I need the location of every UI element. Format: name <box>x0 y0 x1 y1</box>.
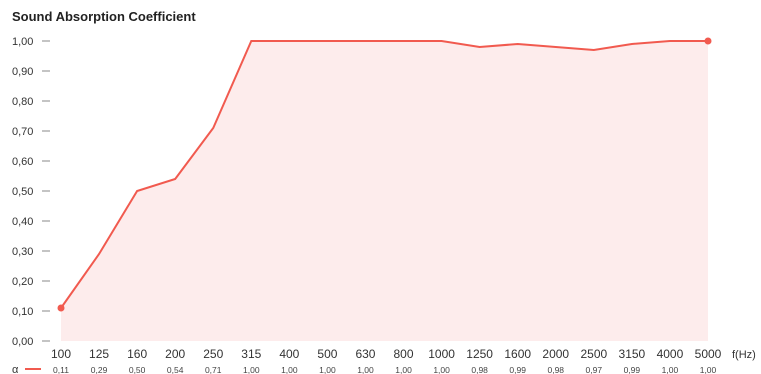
data-point-marker <box>57 304 65 312</box>
data-label: 0,29 <box>91 365 108 374</box>
x-tick-label: 1000 <box>428 347 455 361</box>
series-line <box>60 40 708 309</box>
area-fill <box>61 41 708 341</box>
value-row: α 0,11 0,29 0,50 0,54 0,71 1,00 1,00 1,00 1,00 1,0… <box>12 364 717 374</box>
y-tick-label: 0,40 <box>12 216 33 228</box>
x-tick-label: 2000 <box>542 347 569 361</box>
y-tick-label: 0,90 <box>12 66 33 78</box>
data-label: 0,97 <box>586 365 603 374</box>
x-axis-label: f(Hz) <box>732 349 756 361</box>
y-tick-label: 0,10 <box>12 306 33 318</box>
data-label: 0,98 <box>471 365 488 374</box>
x-tick-label: 200 <box>165 347 185 361</box>
x-tick-label: 100 <box>51 347 71 361</box>
y-tick-label: 0,60 <box>12 156 33 168</box>
y-tick-label: 0,00 <box>12 336 33 348</box>
y-tick-label: 0,30 <box>12 246 33 258</box>
chart-title: Sound Absorption Coefficient <box>12 9 196 24</box>
data-label: 1,00 <box>319 365 336 374</box>
x-tick-label: 3150 <box>619 347 646 361</box>
x-tick-label: 400 <box>279 347 299 361</box>
data-label: 0,50 <box>129 365 146 374</box>
data-label: 0,99 <box>509 365 526 374</box>
x-tick-label: 5000 <box>695 347 722 361</box>
data-label: 1,00 <box>662 365 679 374</box>
data-label: 1,00 <box>281 365 298 374</box>
y-tick-label: 0,20 <box>12 276 33 288</box>
x-tick-label: 1600 <box>504 347 531 361</box>
data-label: 0,71 <box>205 365 222 374</box>
data-label: 0,11 <box>53 365 69 374</box>
x-tick-label: 800 <box>394 347 414 361</box>
x-tick-label: 500 <box>317 347 337 361</box>
legend-symbol: α <box>12 364 19 374</box>
markers <box>57 37 712 312</box>
x-axis: 100 125 160 200 250 315 400 500 630 800 1000 1250 16… <box>51 347 756 361</box>
data-label: 1,00 <box>700 365 717 374</box>
data-label: 0,98 <box>547 365 564 374</box>
y-tick-label: 0,80 <box>12 96 33 108</box>
x-tick-label: 160 <box>127 347 147 361</box>
x-tick-label: 125 <box>89 347 109 361</box>
y-tick-label: 0,70 <box>12 126 33 138</box>
x-tick-label: 1250 <box>466 347 493 361</box>
x-tick-label: 2500 <box>580 347 607 361</box>
y-tick-label: 1,00 <box>12 36 33 48</box>
data-label: 1,00 <box>357 365 374 374</box>
y-axis: 0,00 0,10 0,20 0,30 0,40 0,50 0,60 0,70 0,80 0,90… <box>12 36 50 348</box>
data-label: 1,00 <box>395 365 412 374</box>
x-tick-label: 315 <box>241 347 261 361</box>
data-label: 0,99 <box>624 365 641 374</box>
data-label: 1,00 <box>243 365 260 374</box>
x-tick-label: 630 <box>355 347 375 361</box>
data-point-marker <box>704 37 712 45</box>
x-tick-label: 4000 <box>657 347 684 361</box>
x-tick-label: 250 <box>203 347 223 361</box>
y-tick-label: 0,50 <box>12 186 33 198</box>
data-label: 1,00 <box>433 365 450 374</box>
data-label: 0,54 <box>167 365 184 374</box>
